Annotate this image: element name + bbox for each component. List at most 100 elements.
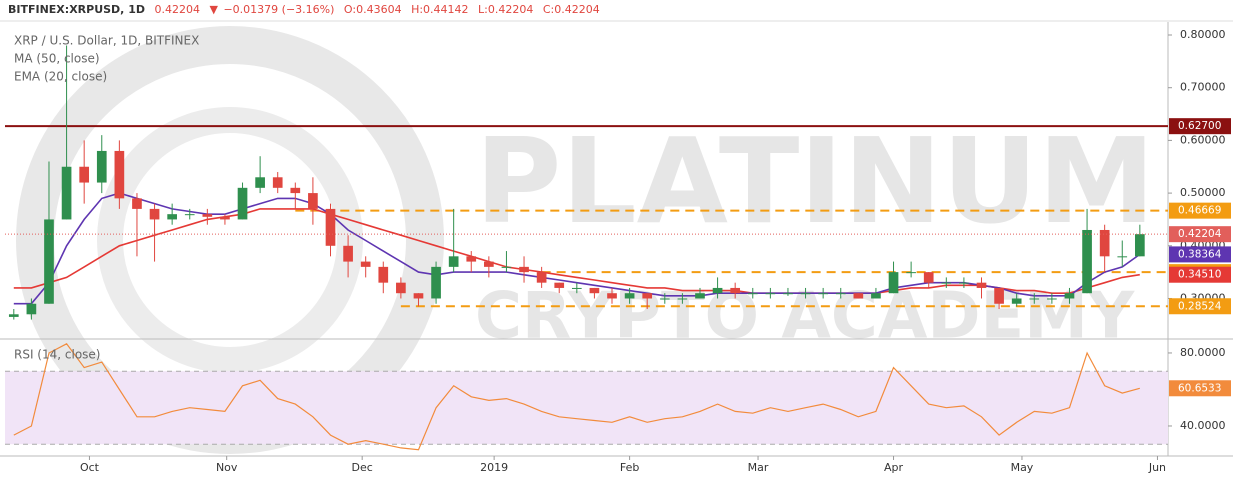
quote: L:0.42204	[478, 3, 533, 16]
candle-body	[255, 177, 265, 188]
quote: −0.01379 (−3.16%)	[223, 3, 334, 16]
quote: 0.42204	[154, 3, 200, 16]
price-label: 0.42204	[1178, 228, 1222, 240]
rsi-tick-label: 40.0000	[1180, 419, 1226, 432]
plot	[5, 45, 1168, 451]
rsi-line	[13, 343, 1140, 451]
candle-body	[79, 166, 90, 183]
candle-body	[1011, 298, 1022, 304]
x-tick-label: Dec	[352, 461, 373, 474]
candle-body	[1135, 234, 1145, 257]
y-tick-label: 0.70000	[1180, 81, 1226, 94]
price-label: 0.34510	[1178, 269, 1221, 281]
candle-body	[378, 266, 389, 283]
candle-body	[607, 293, 617, 299]
candle-body	[800, 293, 811, 295]
symbol: BITFINEX:XRPUSD, 1D	[8, 3, 145, 16]
candle-body	[1099, 229, 1110, 257]
candle-body	[1082, 229, 1092, 294]
candle-body	[220, 216, 230, 220]
candle-body	[466, 256, 477, 262]
x-tick-label: Feb	[620, 461, 639, 474]
y-tick-label: 0.80000	[1180, 28, 1226, 41]
quote: C:0.42204	[543, 3, 600, 16]
candle-body	[589, 287, 600, 294]
y-tick-label: 0.60000	[1180, 133, 1226, 146]
price-label-bg	[1169, 266, 1231, 283]
candle-body	[1047, 298, 1057, 300]
candle-body	[554, 282, 565, 288]
candle-body	[677, 298, 688, 300]
candle-body	[536, 272, 547, 283]
x-tick-label: May	[1011, 461, 1034, 474]
candle-body	[853, 293, 864, 299]
candle-body	[272, 177, 283, 188]
candle-body	[96, 150, 107, 183]
rsi-title: RSI (14, close)	[14, 348, 100, 362]
candle-body	[202, 214, 213, 217]
candle-body	[994, 287, 1004, 304]
x-tick-label: Oct	[80, 461, 100, 474]
price-label: 0.62700	[1178, 120, 1221, 132]
candle-body	[835, 293, 846, 295]
x-tick-label: Mar	[748, 461, 769, 474]
candle-body	[888, 272, 899, 294]
candle-body	[923, 272, 934, 283]
x-tick-label: 2019	[480, 461, 508, 474]
price-label-bg	[1169, 226, 1231, 243]
candle-body	[730, 287, 741, 294]
candle-body	[571, 287, 582, 289]
watermark-logo	[97, 107, 363, 373]
candle-body	[818, 293, 828, 295]
candle-body	[8, 314, 19, 317]
rsi-tick-label: 80.0000	[1180, 346, 1226, 359]
candle-body	[765, 293, 776, 295]
header: BITFINEX:XRPUSD, 1D 0.42204 ▼ −0.01379 (…	[8, 3, 600, 16]
candle-body	[184, 214, 195, 216]
candle-body	[132, 198, 142, 209]
candle-body	[44, 219, 54, 304]
candle-body	[484, 261, 494, 267]
candle-body	[624, 293, 635, 299]
candle-body	[976, 282, 987, 288]
candle-body	[360, 261, 371, 267]
axis-labels: Oct Nov Dec 2019 Feb Mar Apr May Jun0.300000.400…	[80, 28, 1231, 474]
quote: ▼	[209, 3, 218, 16]
candle-body	[114, 150, 125, 199]
y-tick-label: 0.50000	[1180, 186, 1226, 199]
candle-body	[26, 303, 37, 315]
candle-body	[61, 166, 72, 220]
price-label: 0.28524	[1178, 300, 1222, 312]
quote: O:0.43604	[344, 3, 402, 16]
candle-body	[448, 256, 459, 267]
x-tick-label: Nov	[216, 461, 238, 474]
watermark-text: PLATINUM	[475, 112, 1155, 250]
x-tick-label: Apr	[884, 461, 904, 474]
candle-body	[413, 293, 424, 299]
candle-body	[712, 287, 723, 294]
candle-body	[642, 293, 653, 299]
candle-body	[747, 293, 758, 295]
price-label-bg	[1169, 246, 1231, 263]
watermark-text: CRYPTO ACADEMY	[475, 280, 1135, 354]
price-label-bg	[1169, 298, 1231, 315]
price-label-bg	[1169, 202, 1231, 219]
candle-body	[325, 208, 336, 246]
price-label: 0.46669	[1178, 205, 1221, 217]
candle-body	[290, 187, 301, 194]
candle-body	[167, 214, 177, 220]
candle-body	[959, 282, 969, 284]
chart-title: XRP / U.S. Dollar, 1D, BITFINEX	[14, 34, 199, 48]
legend-entry: MA (50, close)	[14, 52, 100, 66]
candle-body	[1117, 256, 1128, 258]
candle-body	[871, 293, 881, 299]
quote: H:0.44142	[411, 3, 468, 16]
candle-body	[343, 245, 353, 262]
candle-body	[519, 266, 529, 273]
x-tick-label: Jun	[1148, 461, 1166, 474]
watermark: PLATINUM CRYPTO ACADEMY	[16, 26, 1155, 454]
candle-body	[906, 272, 916, 274]
candle-body	[695, 293, 705, 299]
price-label: 60.6533	[1178, 382, 1221, 394]
